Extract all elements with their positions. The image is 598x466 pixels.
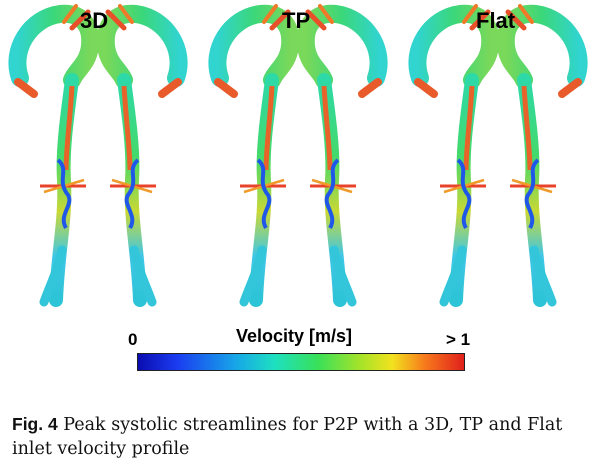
colorbar-max-label: > 1	[446, 330, 471, 349]
panel-flat: Flat	[400, 0, 596, 318]
aorta-streamline-image-flat	[400, 0, 596, 318]
panel-label: Flat	[476, 8, 516, 33]
panel-tp: TP	[200, 0, 396, 318]
colorbar-min-label: 0	[128, 330, 138, 349]
panel-label: TP	[282, 8, 311, 33]
panel-label: 3D	[80, 8, 109, 33]
colorbar-title: Velocity [m/s]	[236, 326, 353, 346]
aorta-streamline-image-3d	[0, 0, 196, 318]
velocity-colorbar	[137, 353, 465, 371]
aorta-streamline-image-tp	[200, 0, 396, 318]
figure-label: Fig. 4	[12, 414, 58, 434]
caption-text: Peak systolic streamlines for P2P with a…	[12, 415, 563, 459]
panel-3d: 3D	[0, 0, 196, 318]
figure-caption: Fig. 4 Peak systolic streamlines for P2P…	[12, 412, 592, 461]
